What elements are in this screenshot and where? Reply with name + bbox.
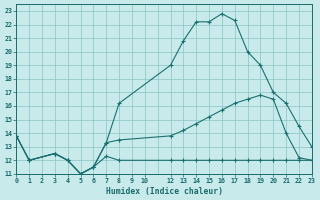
X-axis label: Humidex (Indice chaleur): Humidex (Indice chaleur) — [106, 187, 223, 196]
